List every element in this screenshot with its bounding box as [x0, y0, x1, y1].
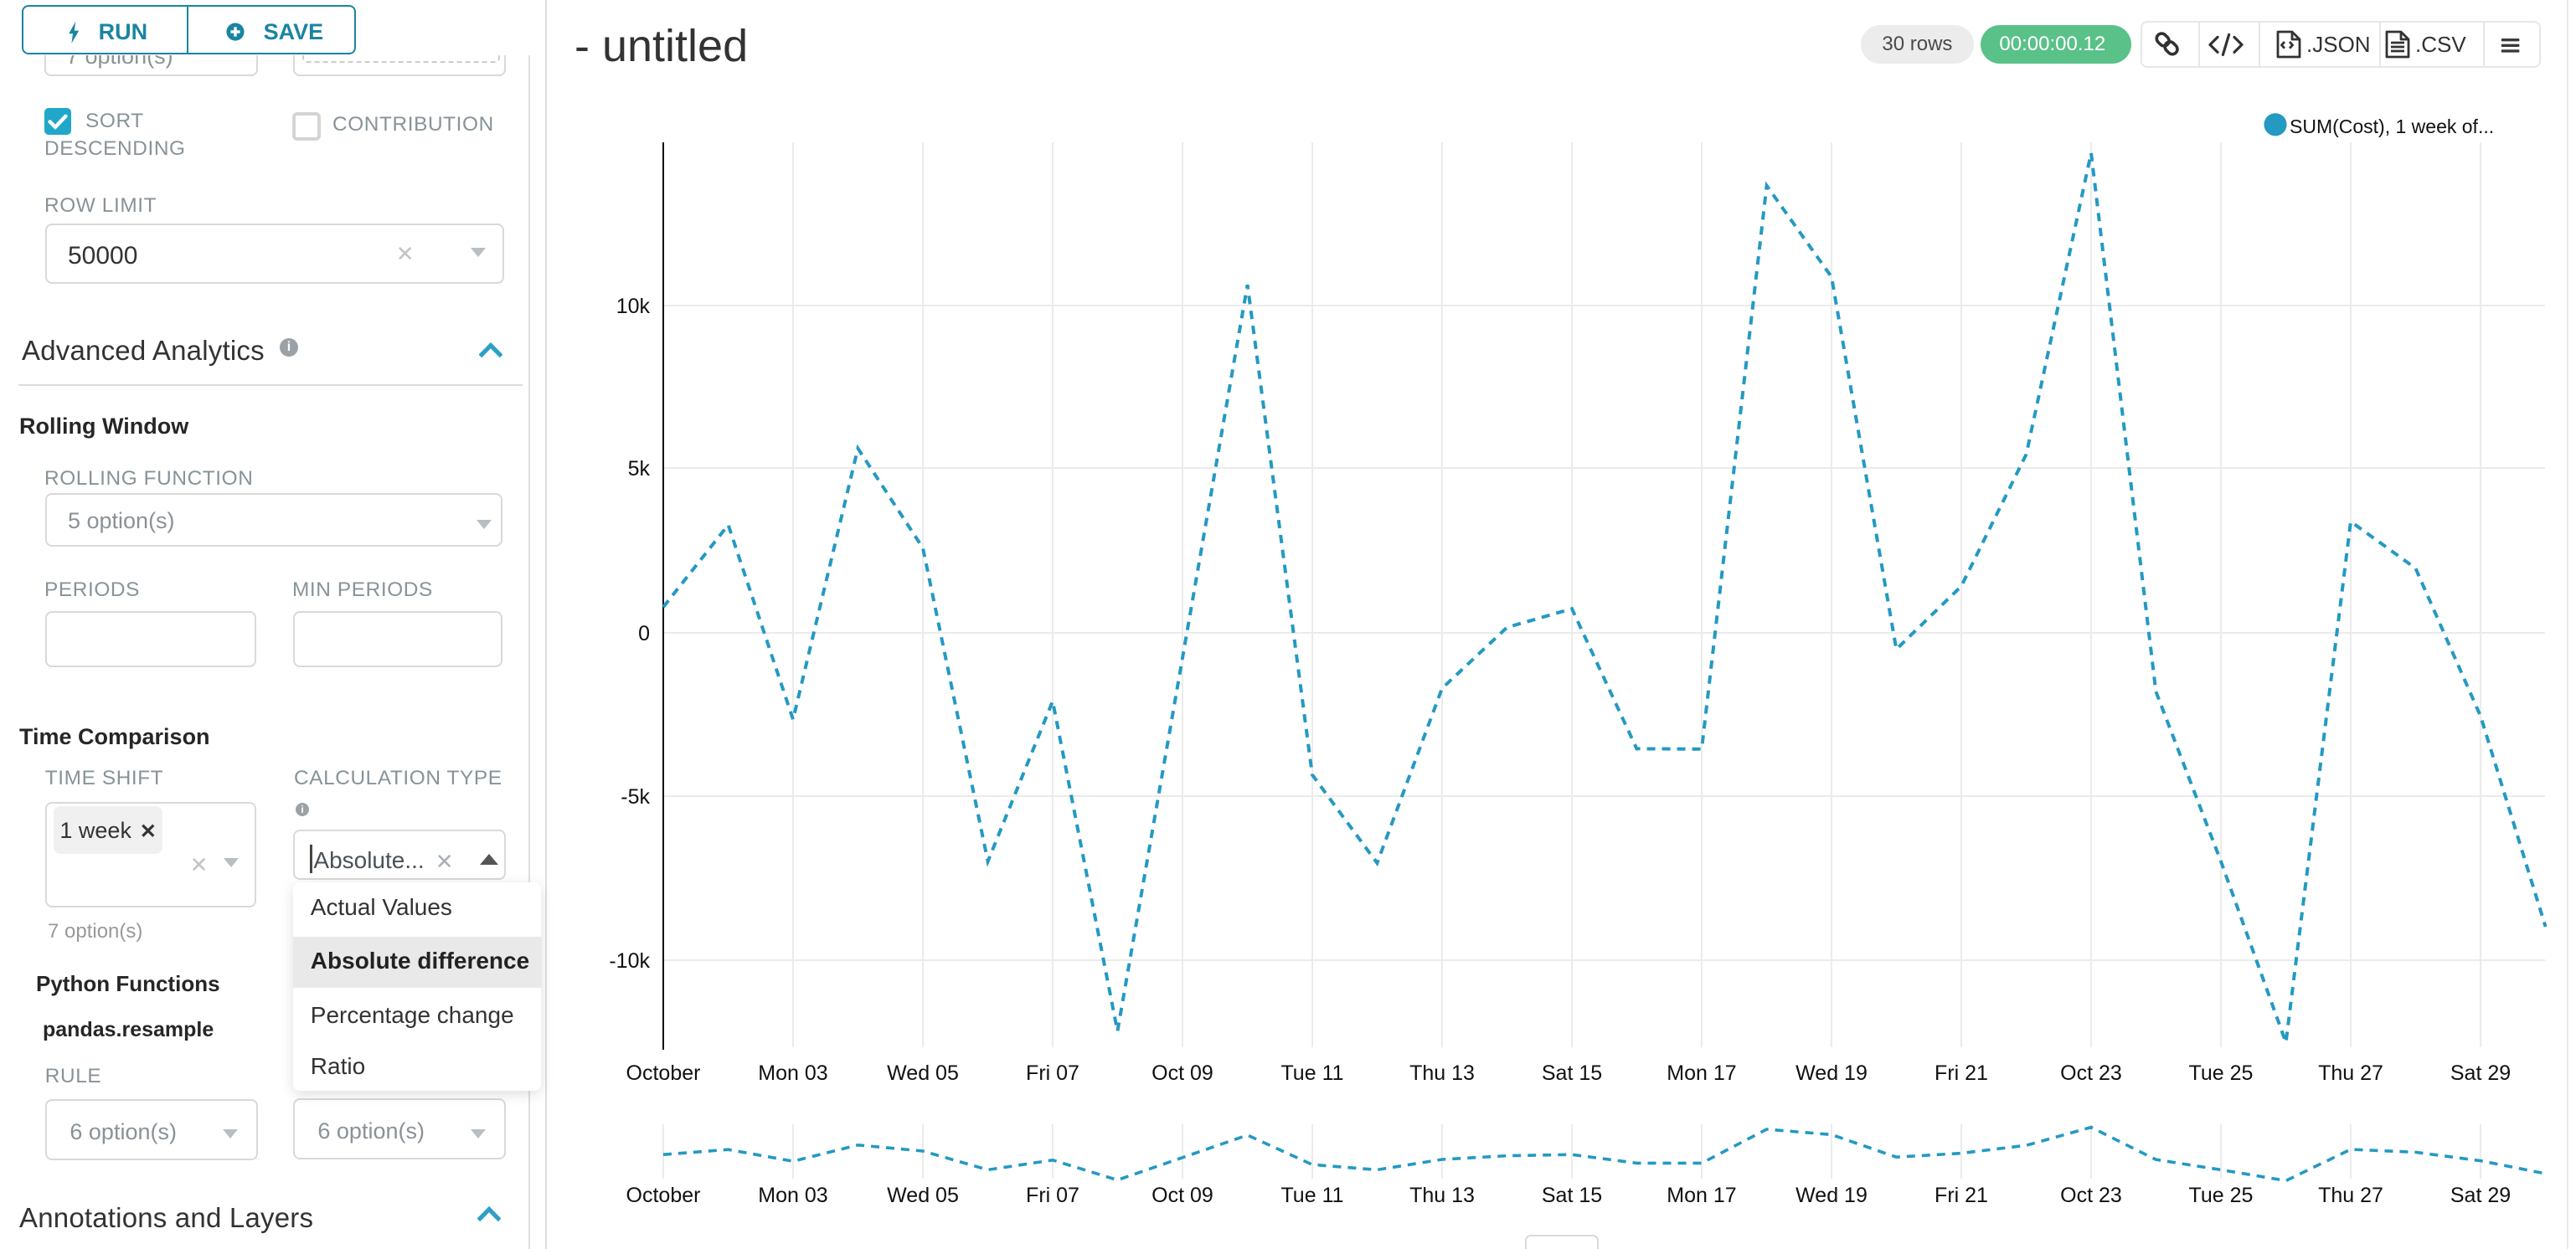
svg-text:Mon 17: Mon 17 — [1667, 1184, 1736, 1207]
svg-text:5k: 5k — [628, 457, 651, 481]
svg-text:Fri 21: Fri 21 — [1935, 1184, 1988, 1207]
svg-text:Thu 27: Thu 27 — [2318, 1184, 2383, 1207]
svg-text:-10k: -10k — [609, 949, 650, 973]
svg-text:Sat 15: Sat 15 — [1542, 1184, 1602, 1207]
svg-text:Oct 23: Oct 23 — [2060, 1061, 2122, 1085]
svg-text:.CSV: .CSV — [2415, 32, 2466, 57]
svg-text:Sat 29: Sat 29 — [2450, 1061, 2511, 1085]
svg-text:Sat 29: Sat 29 — [2450, 1184, 2511, 1207]
svg-text:October: October — [626, 1184, 701, 1207]
svg-text:Oct 09: Oct 09 — [1151, 1184, 1213, 1207]
svg-text:Thu 13: Thu 13 — [1409, 1184, 1475, 1207]
svg-text:SUM(Cost), 1 week of...: SUM(Cost), 1 week of... — [2290, 116, 2494, 137]
svg-text:Wed 05: Wed 05 — [887, 1184, 959, 1207]
svg-text:Fri 07: Fri 07 — [1026, 1184, 1079, 1207]
svg-text:Wed 19: Wed 19 — [1795, 1184, 1868, 1207]
svg-text:Tue 25: Tue 25 — [2189, 1061, 2254, 1085]
svg-text:Oct 23: Oct 23 — [2060, 1184, 2122, 1207]
svg-text:Tue 25: Tue 25 — [2189, 1184, 2254, 1207]
svg-text:Tue 11: Tue 11 — [1280, 1184, 1343, 1207]
svg-text:.JSON: .JSON — [2306, 32, 2371, 57]
svg-text:Fri 07: Fri 07 — [1026, 1061, 1079, 1085]
svg-text:Mon 17: Mon 17 — [1667, 1061, 1736, 1085]
svg-text:Thu 13: Thu 13 — [1409, 1061, 1475, 1085]
svg-text:Thu 27: Thu 27 — [2318, 1061, 2383, 1085]
svg-text:10k: 10k — [616, 295, 651, 318]
svg-text:Sat 15: Sat 15 — [1542, 1061, 1602, 1085]
svg-text:Wed 19: Wed 19 — [1795, 1061, 1868, 1085]
svg-text:Mon 03: Mon 03 — [758, 1184, 827, 1207]
svg-text:-5k: -5k — [621, 785, 650, 809]
svg-text:Fri 21: Fri 21 — [1935, 1061, 1988, 1085]
svg-text:Tue 11: Tue 11 — [1280, 1061, 1343, 1085]
svg-text:Oct 09: Oct 09 — [1151, 1061, 1213, 1085]
svg-text:Wed 05: Wed 05 — [887, 1061, 959, 1085]
svg-text:Mon 03: Mon 03 — [758, 1061, 827, 1085]
svg-text:October: October — [626, 1061, 701, 1085]
svg-text:0: 0 — [638, 622, 650, 645]
